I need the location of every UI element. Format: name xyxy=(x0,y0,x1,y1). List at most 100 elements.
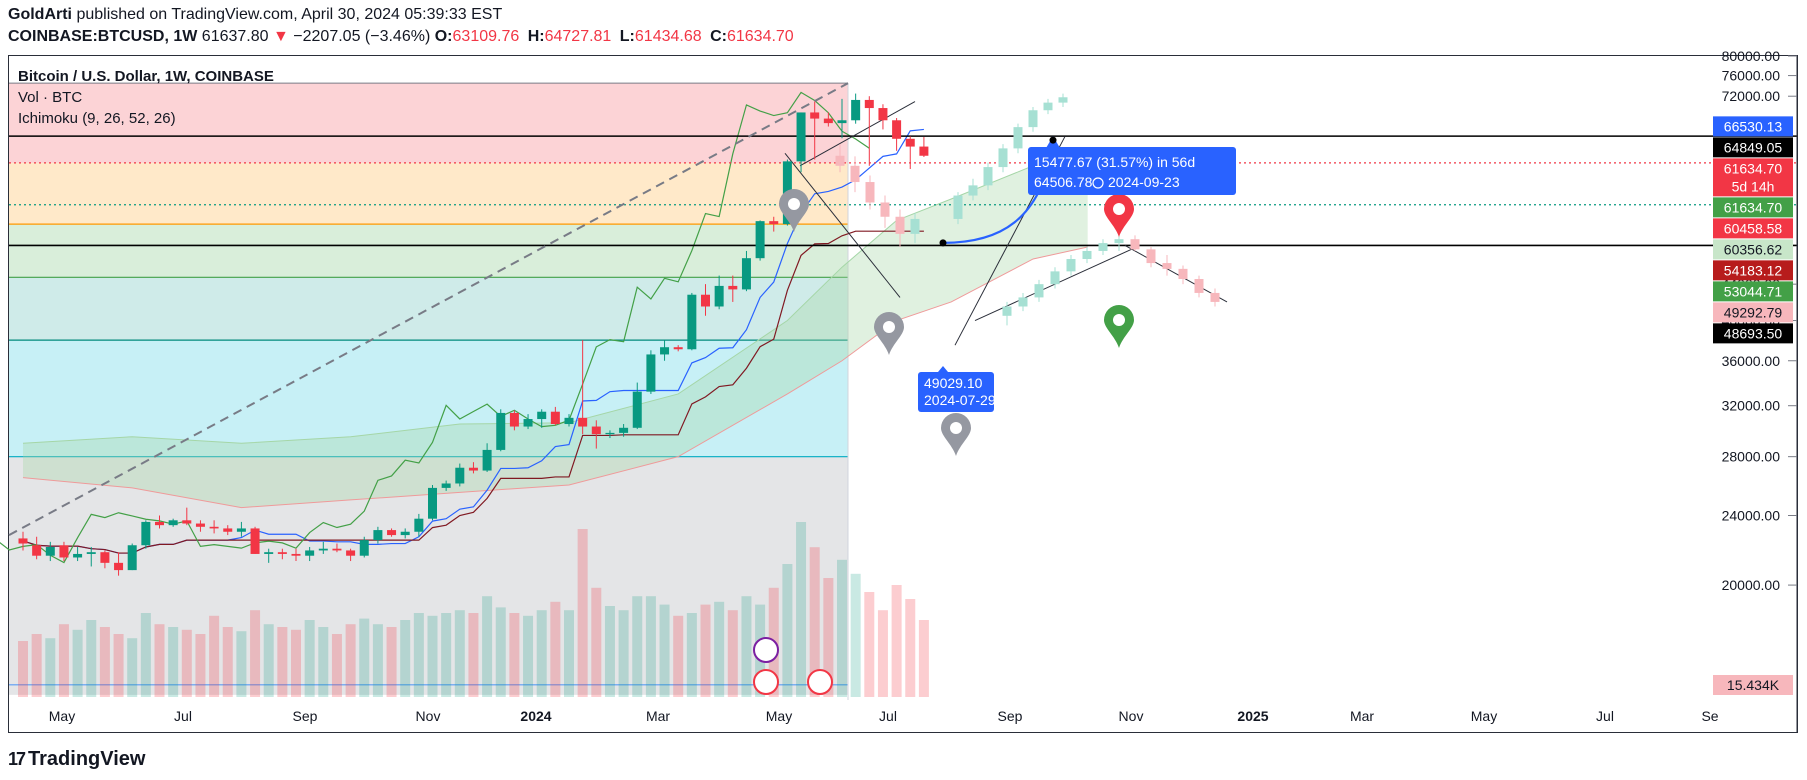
projected-candle-late xyxy=(1130,239,1140,250)
candle xyxy=(496,412,506,450)
publish-info: GoldArti published on TradingView.com, A… xyxy=(8,6,502,24)
volume-bar xyxy=(700,604,711,697)
projected-candle-late xyxy=(1194,278,1204,293)
time-tick-label: 2024 xyxy=(520,708,551,724)
price-change: −2207.05 (−3.46%) xyxy=(293,28,431,45)
projection-trendline-final xyxy=(1124,244,1228,303)
measure-box-date: 2024-09-23 xyxy=(1108,174,1180,190)
volume-bar xyxy=(168,627,179,697)
candle xyxy=(864,99,874,109)
volume-bar xyxy=(99,627,110,697)
candle xyxy=(428,487,437,519)
volume-bar xyxy=(359,618,370,697)
candle xyxy=(550,411,560,425)
projected-candle xyxy=(895,216,905,234)
candle xyxy=(810,112,820,119)
map-pin-green-icon-hole xyxy=(1113,314,1125,326)
candle xyxy=(482,449,492,471)
countdown-label: 5d 14h xyxy=(1732,178,1775,194)
volume-bar xyxy=(209,615,220,697)
candle xyxy=(414,518,424,532)
projected-candle xyxy=(850,165,860,183)
volume-bar xyxy=(632,596,643,697)
annotations: 15477.67 (31.57%) in 56d 64506.78 2024-09-… xyxy=(753,136,1236,695)
candle xyxy=(45,546,55,556)
projected-candle xyxy=(953,195,963,219)
zone-band xyxy=(9,340,848,457)
projected-candle xyxy=(910,218,920,234)
time-tick-label: 2025 xyxy=(1237,708,1268,724)
candle xyxy=(182,520,192,524)
candle xyxy=(32,545,42,556)
map-pin-grey-icon xyxy=(874,312,904,355)
price-tick-label: 72000.00 xyxy=(1722,88,1781,104)
candle xyxy=(578,417,588,427)
price-tick-label: 80000.00 xyxy=(1722,48,1781,64)
zone-band xyxy=(9,277,848,341)
cloud-fill xyxy=(23,162,1088,508)
candle xyxy=(905,138,915,147)
candle xyxy=(86,552,96,554)
volume-bar xyxy=(72,629,83,697)
candle xyxy=(878,108,888,121)
footer-brand[interactable]: 17 TradingView xyxy=(8,748,145,771)
legend-title[interactable]: Bitcoin / U.S. Dollar, 1W, COINBASE xyxy=(18,68,274,85)
volume-bars xyxy=(18,522,929,697)
volume-bar xyxy=(850,573,861,697)
volume-bar xyxy=(468,613,479,697)
volume-bar xyxy=(618,610,629,697)
time-axis: May Jul Sep Nov 2024 Mar May Jul Sep Nov 2025 Mar Ma… xyxy=(49,708,1719,724)
price-tag xyxy=(1713,302,1793,323)
map-pin-grey-icon-body xyxy=(874,312,904,355)
projected-candle xyxy=(880,202,890,217)
time-tick-label: Mar xyxy=(1350,708,1374,724)
projected-candle-late xyxy=(1098,243,1108,251)
measure-box-title: 15477.67 (31.57%) in 56d xyxy=(1034,154,1195,170)
volume-bar xyxy=(140,613,151,697)
candle xyxy=(441,483,451,488)
projected-candle xyxy=(1013,127,1023,149)
volume-bar xyxy=(113,634,124,697)
candle xyxy=(851,99,861,121)
projected-candle-late xyxy=(1082,250,1092,259)
symbol-ohlc-line: COINBASE:BTCUSD, 1W 61637.80 ▼ −2207.05 … xyxy=(8,28,798,46)
candle xyxy=(701,294,710,307)
price-tag xyxy=(1713,197,1793,218)
volume-bar xyxy=(331,634,342,697)
projection-start-dot xyxy=(939,239,947,247)
candle xyxy=(741,258,751,290)
volume-bar xyxy=(345,624,356,697)
price-tag xyxy=(1713,281,1793,302)
price-tag xyxy=(1713,323,1793,344)
chikou-span-line xyxy=(0,91,870,564)
time-tick-label: Sep xyxy=(998,708,1023,724)
map-pin-grey-icon-body xyxy=(941,413,971,456)
ichimoku-cloud xyxy=(22,162,1088,509)
candle xyxy=(305,550,315,556)
volume-bar xyxy=(809,547,820,697)
start-point-date: 2024-07-29 xyxy=(924,392,996,408)
volume-bar xyxy=(236,631,247,697)
volume-bar xyxy=(877,610,888,697)
volume-bar xyxy=(905,599,916,697)
volume-bar xyxy=(796,522,807,697)
map-pin-grey-icon xyxy=(941,413,971,456)
volume-bar xyxy=(673,615,684,697)
candle xyxy=(400,531,410,536)
volume-bar xyxy=(577,529,588,697)
candle xyxy=(346,550,356,556)
publish-date: published on TradingView.com, April 30, … xyxy=(76,6,503,23)
candle xyxy=(168,520,178,526)
author-name[interactable]: GoldArti xyxy=(8,6,72,23)
map-pin-grey-icon-hole xyxy=(788,198,800,210)
legend-ichimoku[interactable]: Ichimoku (9, 26, 52, 26) xyxy=(18,110,176,127)
close-value: 61634.70 xyxy=(726,28,794,45)
volume-bar xyxy=(154,624,165,697)
chart-canvas[interactable]: 15477.67 (31.57%) in 56d 64506.78 2024-09-… xyxy=(0,0,1807,735)
projected-candle-late xyxy=(1178,268,1188,279)
legend-volume[interactable]: Vol · BTC xyxy=(18,89,83,106)
volume-bar xyxy=(495,607,506,697)
map-pin-green-icon xyxy=(1104,305,1134,348)
tradingview-logo-icon: 17 xyxy=(8,749,26,769)
volume-bar xyxy=(536,610,547,697)
